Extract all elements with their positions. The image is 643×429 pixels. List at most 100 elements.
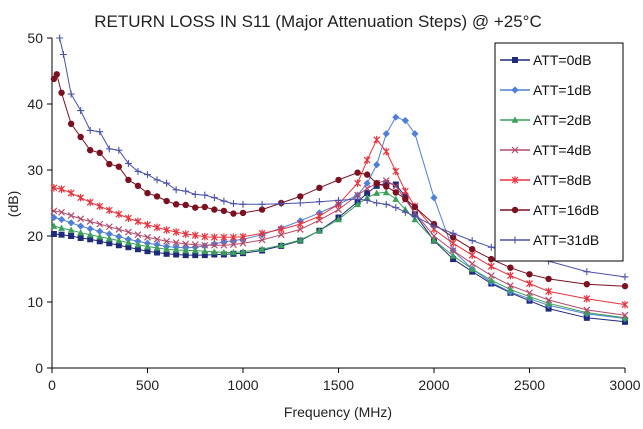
data-point — [192, 252, 199, 259]
data-point — [86, 231, 94, 238]
data-point — [191, 246, 199, 254]
data-point — [172, 246, 180, 253]
data-point — [153, 193, 161, 200]
data-point — [67, 90, 75, 98]
data-point — [468, 260, 476, 268]
data-point — [401, 208, 409, 216]
data-point — [277, 231, 285, 239]
data-point — [201, 191, 209, 199]
data-point — [315, 198, 323, 206]
data-point — [220, 197, 228, 205]
data-point — [172, 186, 180, 194]
data-point — [507, 264, 514, 271]
x-axis-label: Frequency (MHz) — [284, 404, 392, 420]
data-point — [507, 285, 514, 293]
data-point — [144, 189, 151, 197]
data-point — [392, 181, 399, 188]
data-point — [297, 193, 304, 200]
data-point — [258, 229, 266, 238]
legend-marker — [511, 176, 519, 184]
data-point — [363, 156, 371, 164]
data-point — [144, 242, 151, 250]
y-tick-label: 0 — [35, 360, 43, 376]
data-point — [545, 299, 552, 307]
data-point — [363, 185, 371, 192]
data-point — [526, 279, 533, 288]
data-point — [621, 282, 629, 290]
data-point — [182, 246, 190, 254]
data-point — [316, 184, 323, 192]
data-point — [153, 176, 161, 184]
data-point — [172, 201, 180, 208]
data-point — [583, 280, 590, 288]
data-point — [354, 200, 361, 208]
data-point — [487, 276, 495, 284]
data-point — [621, 300, 629, 309]
data-point — [382, 147, 390, 156]
data-point — [363, 171, 371, 178]
data-point — [621, 314, 629, 321]
legend-label: ATT=8dB — [533, 172, 592, 188]
data-point — [392, 189, 399, 196]
data-point — [382, 200, 390, 208]
data-point — [182, 240, 190, 248]
data-point — [58, 185, 65, 193]
data-point — [449, 234, 457, 241]
data-point — [124, 159, 132, 167]
data-point — [220, 207, 228, 215]
data-point — [53, 71, 60, 78]
data-point — [201, 241, 209, 249]
data-point — [210, 248, 218, 255]
data-point — [115, 210, 123, 219]
data-point — [201, 203, 208, 211]
data-point — [201, 247, 209, 254]
y-tick-label: 50 — [27, 30, 43, 46]
data-point — [401, 116, 409, 125]
data-point — [96, 149, 103, 157]
data-point — [430, 232, 438, 240]
data-point — [87, 236, 94, 243]
data-point — [258, 206, 266, 213]
data-point — [77, 229, 85, 236]
data-point — [296, 236, 304, 243]
data-point — [96, 128, 104, 136]
data-point — [172, 239, 180, 247]
data-point — [487, 243, 495, 251]
data-point — [153, 244, 161, 251]
data-point — [364, 190, 371, 197]
data-point — [192, 204, 199, 211]
data-point — [210, 240, 218, 248]
data-point — [50, 231, 57, 238]
data-point — [230, 210, 237, 217]
data-point — [124, 214, 132, 222]
data-point — [239, 209, 247, 217]
data-point — [163, 245, 170, 252]
data-point — [86, 218, 94, 225]
data-point — [277, 225, 285, 234]
data-point — [373, 161, 381, 169]
data-point — [87, 147, 94, 154]
data-point — [449, 229, 457, 237]
data-point — [105, 235, 113, 242]
data-point — [96, 233, 104, 240]
data-point — [144, 220, 151, 229]
data-point — [115, 237, 123, 244]
data-point — [115, 163, 123, 170]
data-point — [468, 237, 476, 245]
data-point — [67, 219, 75, 227]
data-point — [450, 256, 457, 263]
data-point — [77, 193, 85, 202]
data-point — [201, 232, 209, 241]
data-point — [154, 249, 161, 256]
data-point — [296, 225, 304, 233]
data-point — [315, 212, 323, 220]
data-point — [210, 241, 218, 249]
data-point — [182, 201, 189, 209]
data-point — [210, 233, 218, 242]
legend-label: ATT=1dB — [533, 82, 592, 98]
data-point — [449, 247, 457, 254]
data-point — [258, 245, 266, 252]
series-att-16db — [50, 71, 629, 290]
x-tick-label: 1500 — [323, 377, 354, 393]
data-point — [115, 146, 123, 154]
